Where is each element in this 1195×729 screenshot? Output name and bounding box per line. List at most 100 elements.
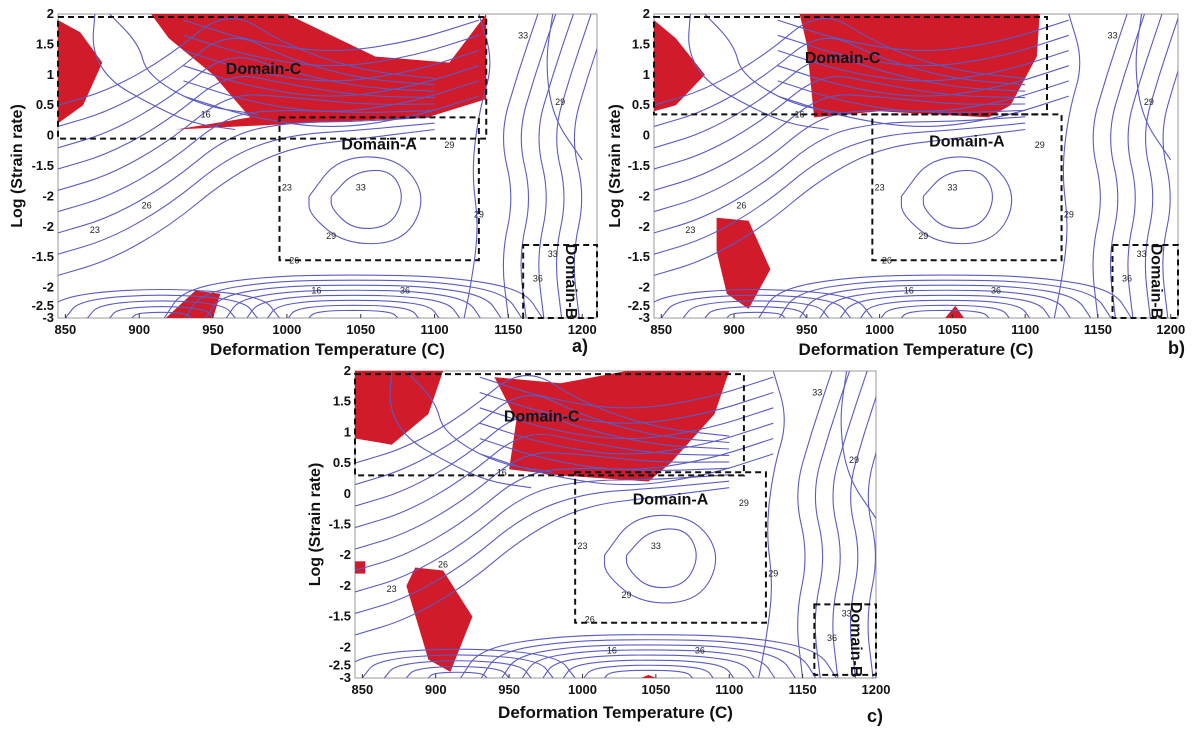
efficiency-contour xyxy=(479,407,774,440)
efficiency-contour xyxy=(860,299,1030,318)
x-tick-label: 1100 xyxy=(1011,322,1039,337)
contour-label: 29 xyxy=(1064,210,1074,220)
efficiency-contour xyxy=(839,294,1051,318)
domain-box xyxy=(522,244,598,319)
contour-label: 29 xyxy=(768,569,778,579)
panel-label: b) xyxy=(1168,338,1185,358)
efficiency-contour xyxy=(583,664,714,678)
efficiency-contour xyxy=(777,80,1069,112)
contour-label: 36 xyxy=(991,286,1001,296)
contour-label: 23 xyxy=(577,541,587,551)
y-tick-label: -3 xyxy=(42,310,54,325)
x-tick-label: 850 xyxy=(55,322,77,337)
efficiency-contour xyxy=(726,311,786,318)
efficiency-contour xyxy=(383,660,532,678)
y-tick-label: -2 xyxy=(638,219,650,234)
domain-box xyxy=(1111,244,1179,319)
efficiency-contour xyxy=(479,391,774,424)
efficiency-contour xyxy=(405,665,510,678)
efficiency-contour xyxy=(814,371,851,678)
efficiency-contour xyxy=(625,528,697,589)
contour-label: 26 xyxy=(736,201,746,211)
instability-region xyxy=(945,305,964,318)
domain-label: Domain-B xyxy=(847,602,864,678)
efficiency-contour xyxy=(58,288,280,318)
y-tick-label: -2.5 xyxy=(628,298,650,313)
efficiency-contour xyxy=(502,14,539,318)
contour-label: 16 xyxy=(904,286,914,296)
x-tick-label: 1150 xyxy=(494,322,522,337)
x-tick-label: 1050 xyxy=(641,682,670,697)
efficiency-contour xyxy=(520,14,557,318)
efficiency-contour xyxy=(355,375,730,464)
efficiency-contour xyxy=(355,474,730,593)
efficiency-contour xyxy=(654,116,1026,234)
efficiency-contour xyxy=(163,274,543,318)
efficiency-contour xyxy=(758,371,785,678)
contour-label: 16 xyxy=(795,109,805,119)
efficiency-contour xyxy=(308,309,399,318)
domain-label: Domain-B xyxy=(1147,244,1164,320)
efficiency-contour xyxy=(58,76,435,170)
y-tick-label: 1.5 xyxy=(333,394,351,409)
instability-region xyxy=(355,371,444,445)
efficiency-contour xyxy=(654,288,873,318)
y-tick-label: 0.5 xyxy=(36,97,54,112)
y-tick-label: -2 xyxy=(42,188,54,203)
efficiency-contour xyxy=(355,648,576,678)
efficiency-contour xyxy=(58,116,435,234)
y-tick-label: 0.5 xyxy=(632,97,650,112)
y-axis-label: Log (Strain rate) xyxy=(607,104,624,228)
y-tick-label: 0 xyxy=(344,486,351,501)
efficiency-contour xyxy=(361,654,554,678)
contour-label: 23 xyxy=(875,182,885,192)
efficiency-contour xyxy=(603,514,717,604)
efficiency-contour xyxy=(131,311,192,318)
efficiency-contour xyxy=(428,671,488,678)
contour-label: 33 xyxy=(947,182,957,192)
y-axis-label: Log (Strain rate) xyxy=(307,463,324,587)
y-tick-label: -2 xyxy=(339,578,351,593)
efficiency-contour xyxy=(501,644,796,678)
contour-label: 33 xyxy=(1137,249,1147,259)
efficiency-contour xyxy=(777,95,1069,127)
contour-label: 29 xyxy=(621,590,631,600)
y-tick-label: 1 xyxy=(47,67,54,82)
efficiency-contour xyxy=(900,156,1013,245)
instability-region xyxy=(58,20,103,124)
x-tick-label: 1200 xyxy=(568,322,597,337)
y-tick-label: -2 xyxy=(638,280,650,295)
efficiency-contour xyxy=(355,452,730,550)
contour-label: 23 xyxy=(685,225,695,235)
efficiency-contour xyxy=(183,65,480,97)
domain-label: Domain-A xyxy=(633,491,709,508)
efficiency-contour xyxy=(654,37,1026,128)
efficiency-contour xyxy=(799,284,1092,318)
x-tick-label: 1050 xyxy=(938,322,967,337)
y-tick-label: 1.5 xyxy=(36,36,54,51)
efficiency-contour xyxy=(183,80,480,112)
contour-label: 36 xyxy=(400,286,410,296)
efficiency-contour xyxy=(573,47,597,318)
y-tick-label: -1.5 xyxy=(32,249,54,264)
y-tick-label: 1 xyxy=(344,424,351,439)
contour-label: 29 xyxy=(739,498,749,508)
x-tick-label: 950 xyxy=(498,682,520,697)
y-tick-label: -2 xyxy=(339,547,351,562)
efficiency-contour xyxy=(1144,16,1178,318)
efficiency-contour xyxy=(183,19,480,51)
efficiency-contour xyxy=(778,279,1112,318)
instability-region xyxy=(151,14,487,130)
x-tick-label: 900 xyxy=(425,682,447,697)
efficiency-contour xyxy=(758,274,1132,318)
efficiency-contour xyxy=(267,299,440,318)
efficiency-contour xyxy=(479,422,774,455)
x-tick-label: 850 xyxy=(351,682,373,697)
efficiency-contour xyxy=(246,294,461,318)
y-tick-label: -3 xyxy=(638,310,650,325)
x-tick-label: 1200 xyxy=(862,682,891,697)
y-axis-label: Log (Strain rate) xyxy=(9,104,26,228)
domain-box xyxy=(653,16,1048,116)
efficiency-contour xyxy=(777,34,1069,67)
y-tick-label: 0 xyxy=(643,128,650,143)
